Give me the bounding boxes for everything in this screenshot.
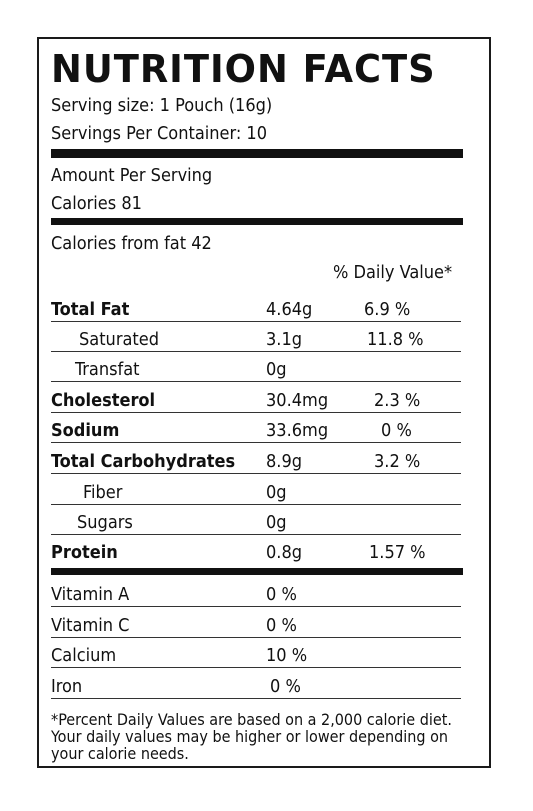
vitamin-dv-c: 0 % [266, 615, 297, 636]
row-rule [51, 504, 461, 505]
nutrient-amount-total-fat: 4.64g [266, 299, 313, 320]
nutrient-amount-sodium: 33.6mg [266, 420, 329, 441]
row-rule [51, 606, 461, 607]
nutrient-dv-total-fat: 6.9 % [364, 299, 411, 320]
mineral-name-calcium: Calcium [51, 645, 117, 666]
nutrient-dv-total-carbohydrates: 3.2 % [374, 451, 421, 472]
nutrient-name-total-fat: Total Fat [51, 299, 130, 320]
servings-per-container: Servings Per Container: 10 [51, 123, 268, 144]
row-rule [51, 412, 461, 413]
row-rule [51, 534, 461, 535]
vitamin-name-a: Vitamin A [51, 584, 130, 605]
nutrient-amount-sugars: 0g [266, 512, 287, 533]
medium-divider [51, 568, 463, 575]
row-rule [51, 667, 461, 668]
row-rule [51, 473, 461, 474]
nutrient-name-cholesterol: Cholesterol [51, 390, 156, 411]
nutrient-dv-cholesterol: 2.3 % [374, 390, 421, 411]
mineral-dv-calcium: 10 % [266, 645, 308, 666]
nutrient-name-transfat: Transfat [75, 359, 140, 380]
nutrient-amount-protein: 0.8g [266, 542, 303, 563]
nutrient-amount-saturated: 3.1g [266, 329, 303, 350]
row-rule [51, 698, 461, 699]
nutrient-name-fiber: Fiber [83, 482, 123, 503]
footnote: *Percent Daily Values are based on a 2,0… [51, 710, 452, 763]
label-title: NUTRITION FACTS [51, 47, 436, 91]
nutrient-amount-fiber: 0g [266, 482, 287, 503]
nutrient-name-total-carbohydrates: Total Carbohydrates [51, 451, 236, 472]
calories-from-fat: Calories from fat 42 [51, 233, 212, 254]
nutrient-dv-sodium: 0 % [381, 420, 412, 441]
row-rule [51, 381, 461, 382]
nutrient-name-protein: Protein [51, 542, 118, 563]
amount-per-serving: Amount Per Serving [51, 165, 213, 186]
mineral-name-iron: Iron [51, 676, 83, 697]
nutrient-name-saturated: Saturated [79, 329, 159, 350]
medium-divider [51, 218, 463, 225]
row-rule [51, 351, 461, 352]
row-rule [51, 442, 461, 443]
calories: Calories 81 [51, 193, 142, 214]
mineral-dv-iron: 0 % [270, 676, 301, 697]
nutrient-name-sugars: Sugars [77, 512, 133, 533]
nutrient-dv-protein: 1.57 % [369, 542, 426, 563]
daily-value-header: % Daily Value* [333, 262, 453, 283]
vitamin-name-c: Vitamin C [51, 615, 130, 636]
nutrient-name-sodium: Sodium [51, 420, 120, 441]
nutrient-amount-cholesterol: 30.4mg [266, 390, 329, 411]
row-rule [51, 321, 461, 322]
thick-divider [51, 149, 463, 158]
vitamin-dv-a: 0 % [266, 584, 297, 605]
row-rule [51, 637, 461, 638]
nutrient-dv-saturated: 11.8 % [367, 329, 424, 350]
nutrient-amount-total-carbohydrates: 8.9g [266, 451, 303, 472]
nutrient-amount-transfat: 0g [266, 359, 287, 380]
serving-size: Serving size: 1 Pouch (16g) [51, 95, 273, 116]
nutrition-facts-label: NUTRITION FACTS Serving size: 1 Pouch (1… [37, 37, 491, 768]
